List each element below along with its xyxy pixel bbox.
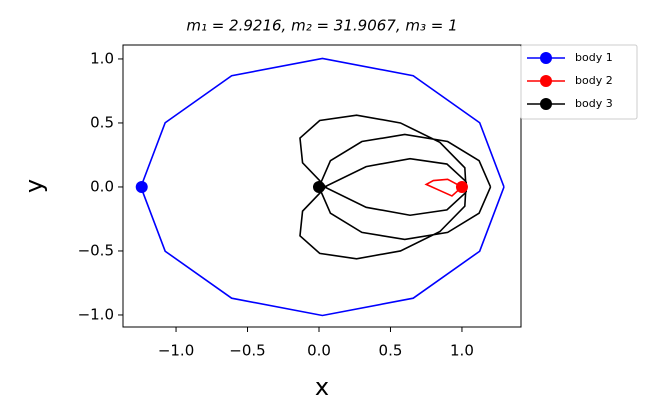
x-axis-label: x <box>315 373 329 401</box>
x-tick-label: 0.0 <box>307 342 331 360</box>
legend-marker <box>540 75 552 87</box>
chart-title: m₁ = 2.9216, m₂ = 31.9067, m₃ = 1 <box>186 17 457 35</box>
plot-frame <box>122 44 522 328</box>
legend: body 1 body 2 body 3 <box>520 44 638 120</box>
legend-marker <box>540 52 552 64</box>
x-tick-label: 0.5 <box>379 342 403 360</box>
y-tick-label: 0.0 <box>90 177 114 195</box>
legend-label: body 3 <box>575 97 613 110</box>
y-tick-label: −0.5 <box>78 241 114 259</box>
y-tick-label: 1.0 <box>90 49 114 67</box>
legend-marker <box>540 98 552 110</box>
body-marker <box>312 180 325 193</box>
legend-label: body 2 <box>575 74 613 87</box>
legend-label: body 1 <box>575 51 613 64</box>
x-tick-label: −0.5 <box>229 342 265 360</box>
x-tick-label: 1.0 <box>450 342 474 360</box>
body-marker <box>135 180 148 193</box>
body-marker <box>455 180 468 193</box>
y-axis-label: y <box>20 179 48 193</box>
y-tick-label: 0.5 <box>90 113 114 131</box>
y-tick-label: −1.0 <box>78 305 114 323</box>
series-line <box>424 178 463 197</box>
x-tick-label: −1.0 <box>158 342 194 360</box>
